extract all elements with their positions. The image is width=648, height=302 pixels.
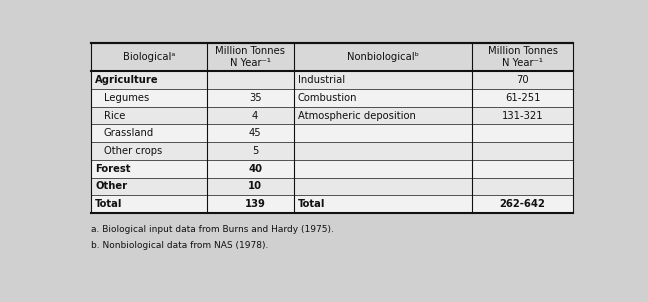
Text: Rice: Rice bbox=[104, 111, 125, 120]
Bar bbox=[91, 195, 573, 213]
Bar bbox=[91, 71, 573, 89]
Text: Biologicalᵃ: Biologicalᵃ bbox=[122, 52, 175, 62]
Text: 131-321: 131-321 bbox=[502, 111, 543, 120]
Text: Combustion: Combustion bbox=[297, 93, 357, 103]
Bar bbox=[91, 124, 573, 142]
Text: 35: 35 bbox=[249, 93, 262, 103]
Bar bbox=[91, 89, 573, 107]
Text: 10: 10 bbox=[248, 182, 262, 191]
Text: Agriculture: Agriculture bbox=[95, 75, 159, 85]
Text: Legumes: Legumes bbox=[104, 93, 149, 103]
Text: Other: Other bbox=[95, 182, 127, 191]
Bar bbox=[91, 142, 573, 160]
Text: Other crops: Other crops bbox=[104, 146, 162, 156]
Text: Industrial: Industrial bbox=[297, 75, 345, 85]
Text: Nonbiologicalᵇ: Nonbiologicalᵇ bbox=[347, 52, 419, 62]
Text: 70: 70 bbox=[516, 75, 529, 85]
Text: Total: Total bbox=[297, 199, 325, 209]
Text: b. Nonbiological data from NAS (1978).: b. Nonbiological data from NAS (1978). bbox=[91, 241, 268, 250]
Bar bbox=[91, 178, 573, 195]
Text: Atmospheric deposition: Atmospheric deposition bbox=[297, 111, 415, 120]
Text: Grassland: Grassland bbox=[104, 128, 154, 138]
Text: 61-251: 61-251 bbox=[505, 93, 540, 103]
Bar bbox=[91, 160, 573, 178]
Text: Total: Total bbox=[95, 199, 122, 209]
Text: 4: 4 bbox=[252, 111, 259, 120]
Bar bbox=[91, 43, 573, 71]
Text: 5: 5 bbox=[252, 146, 259, 156]
Text: 139: 139 bbox=[245, 199, 266, 209]
Bar bbox=[91, 107, 573, 124]
Text: a. Biological input data from Burns and Hardy (1975).: a. Biological input data from Burns and … bbox=[91, 225, 334, 234]
Text: 262-642: 262-642 bbox=[500, 199, 546, 209]
Text: Million Tonnes
N Year⁻¹: Million Tonnes N Year⁻¹ bbox=[215, 46, 285, 69]
Text: 40: 40 bbox=[248, 164, 262, 174]
Text: Million Tonnes
N Year⁻¹: Million Tonnes N Year⁻¹ bbox=[487, 46, 557, 69]
Text: 45: 45 bbox=[249, 128, 262, 138]
Text: Forest: Forest bbox=[95, 164, 130, 174]
